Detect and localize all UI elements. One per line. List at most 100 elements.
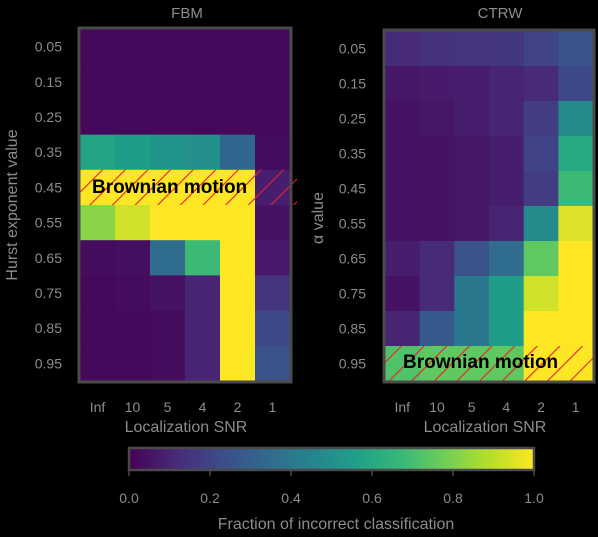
- fbm-cell: [80, 134, 116, 171]
- fbm-x-tick-label: 1: [269, 399, 277, 415]
- ctrw-x-tick-label: 2: [537, 399, 545, 415]
- fbm-x-tick-label: 2: [234, 399, 242, 415]
- fbm-cell: [255, 205, 291, 241]
- ctrw-brownian-hatch: [385, 346, 594, 381]
- colorbar-ticks: 0.0 0.2 0.4 0.6 0.8 1.0: [119, 470, 544, 506]
- ctrw-cell: [454, 276, 490, 312]
- fbm-cell: [255, 134, 291, 171]
- fbm-cell: [255, 345, 291, 382]
- ctrw-cell: [558, 311, 594, 347]
- colorbar-tick-label: 0.8: [443, 490, 463, 506]
- fbm-cell: [220, 310, 256, 347]
- fbm-cell: [115, 29, 151, 65]
- ctrw-cell: [454, 171, 490, 207]
- ctrw-cell: [558, 66, 594, 102]
- ctrw-x-tick-label: Inf: [395, 399, 411, 415]
- fbm-title: FBM: [171, 5, 203, 22]
- fbm-cell: [255, 240, 291, 276]
- ctrw-cell: [489, 241, 525, 277]
- fbm-cell: [255, 99, 291, 136]
- fbm-cell: [150, 29, 186, 65]
- fbm-cell: [255, 310, 291, 347]
- ctrw-cell: [385, 276, 421, 312]
- fbm-cell: [220, 134, 256, 171]
- colorbar-label: Fraction of incorrect classification: [218, 516, 455, 533]
- fbm-y-tick-label: 0.45: [35, 179, 62, 195]
- ctrw-cell: [523, 31, 559, 67]
- ctrw-cell: [419, 66, 455, 102]
- ctrw-y-tick-label: 0.05: [339, 41, 366, 57]
- colorbar-tick-label: 0.4: [281, 490, 301, 506]
- fbm-cell: [80, 64, 116, 100]
- fbm-y-tick-label: 0.75: [35, 285, 62, 301]
- fbm-cell: [185, 345, 221, 382]
- fbm-x-tick-label: Inf: [90, 399, 106, 415]
- fbm-cell: [150, 240, 186, 276]
- ctrw-y-axis-label: α value: [310, 192, 327, 244]
- ctrw-cell: [489, 136, 525, 172]
- fbm-cell: [255, 64, 291, 100]
- fbm-frame: [77, 26, 293, 384]
- ctrw-cell: [558, 31, 594, 67]
- ctrw-cell: [489, 311, 525, 347]
- ctrw-x-tick-label: 4: [502, 399, 510, 415]
- ctrw-y-tick-label: 0.65: [339, 251, 366, 267]
- ctrw-cell: [419, 101, 455, 137]
- fbm-cell: [80, 99, 116, 136]
- ctrw-cells: [385, 31, 594, 382]
- ctrw-cell: [454, 31, 490, 67]
- ctrw-x-tick-label: 10: [429, 399, 445, 415]
- ctrw-x-tick-label: 5: [468, 399, 476, 415]
- ctrw-y-tick-label: 0.85: [339, 321, 366, 337]
- fbm-cell: [115, 275, 151, 312]
- fbm-cell: [80, 345, 116, 382]
- fbm-cell: [185, 205, 221, 241]
- fbm-cell: [115, 99, 151, 136]
- ctrw-cell: [385, 31, 421, 67]
- ctrw-y-tick-label: 0.75: [339, 286, 366, 302]
- fbm-cell: [80, 205, 116, 241]
- colorbar-tick-label: 0.6: [362, 490, 382, 506]
- ctrw-cell: [454, 311, 490, 347]
- ctrw-cell: [419, 276, 455, 312]
- fbm-y-tick-label: 0.05: [35, 39, 62, 55]
- fbm-cell: [80, 275, 116, 312]
- fbm-cell: [115, 240, 151, 276]
- ctrw-cell: [558, 276, 594, 312]
- ctrw-cell: [489, 206, 525, 242]
- fbm-y-ticks: 0.05 0.15 0.25 0.35 0.45 0.55 0.65 0.75 0.85 0.95: [35, 39, 62, 372]
- ctrw-cell: [523, 276, 559, 312]
- ctrw-cell: [523, 171, 559, 207]
- fbm-cell: [115, 205, 151, 241]
- fbm-cell: [185, 240, 221, 276]
- colorbar-tick-label: 0.2: [200, 490, 220, 506]
- ctrw-x-ticks: Inf 10 5 4 2 1: [395, 399, 580, 415]
- fbm-cell: [185, 99, 221, 136]
- fbm-brownian-annotation: Brownian motion: [92, 177, 247, 198]
- fbm-cell: [150, 64, 186, 100]
- ctrw-x-tick-label: 1: [572, 399, 580, 415]
- fbm-y-tick-label: 0.55: [35, 215, 62, 231]
- colorbar: 0.0 0.2 0.4 0.6 0.8 1.0 Fraction of incorrect…: [119, 446, 544, 533]
- fbm-cell: [115, 64, 151, 100]
- ctrw-cell: [523, 206, 559, 242]
- ctrw-y-tick-label: 0.55: [339, 216, 366, 232]
- fbm-cell: [185, 275, 221, 312]
- ctrw-cell: [419, 136, 455, 172]
- ctrw-x-axis-label: Localization SNR: [424, 419, 547, 436]
- ctrw-cell: [454, 241, 490, 277]
- ctrw-cell: [385, 241, 421, 277]
- fbm-cell: [220, 345, 256, 382]
- fbm-cell: [80, 310, 116, 347]
- ctrw-cell: [523, 311, 559, 347]
- fbm-cell: [220, 29, 256, 65]
- fbm-cell: [185, 29, 221, 65]
- fbm-cell: [80, 240, 116, 276]
- ctrw-cell: [419, 311, 455, 347]
- ctrw-cell: [385, 171, 421, 207]
- ctrw-frame: [382, 28, 596, 384]
- colorbar-tick-label: 0.0: [119, 490, 139, 506]
- ctrw-cell: [489, 66, 525, 102]
- fbm-cell: [220, 64, 256, 100]
- ctrw-y-tick-label: 0.45: [339, 181, 366, 197]
